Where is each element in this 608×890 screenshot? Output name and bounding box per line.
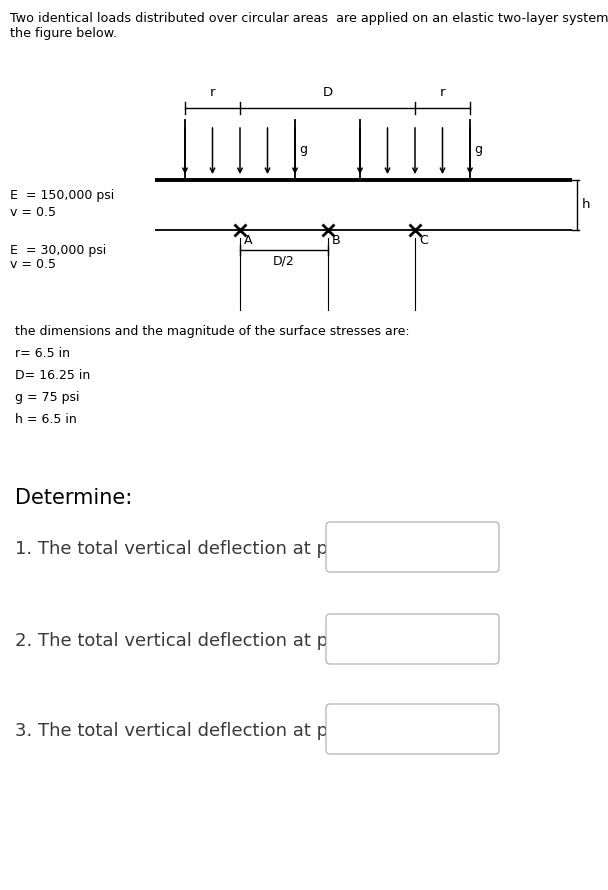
FancyBboxPatch shape — [326, 522, 499, 572]
Text: r= 6.5 in: r= 6.5 in — [15, 347, 70, 360]
Text: 1. The total vertical deflection at point A: 1. The total vertical deflection at poin… — [15, 540, 381, 558]
Text: D/2: D/2 — [273, 254, 295, 267]
Text: 3. The total vertical deflection at point C: 3. The total vertical deflection at poin… — [15, 722, 381, 740]
Text: the figure below.: the figure below. — [10, 27, 117, 40]
Text: h = 6.5 in: h = 6.5 in — [15, 413, 77, 426]
Text: Determine:: Determine: — [15, 488, 133, 508]
Text: v = 0.5: v = 0.5 — [10, 206, 56, 220]
Text: Two identical loads distributed over circular areas  are applied on an elastic t: Two identical loads distributed over cir… — [10, 12, 608, 25]
FancyBboxPatch shape — [326, 704, 499, 754]
Text: h: h — [582, 198, 590, 212]
Text: r: r — [210, 86, 215, 99]
Text: g = 75 psi: g = 75 psi — [15, 391, 80, 404]
Text: B: B — [331, 234, 340, 247]
Text: D= 16.25 in: D= 16.25 in — [15, 369, 90, 382]
Text: E  = 150,000 psi: E = 150,000 psi — [10, 189, 114, 201]
Text: g: g — [299, 143, 307, 157]
FancyBboxPatch shape — [326, 614, 499, 664]
Text: A: A — [244, 234, 252, 247]
Text: C: C — [419, 234, 428, 247]
Text: E  = 30,000 psi: E = 30,000 psi — [10, 244, 106, 257]
Text: D: D — [322, 86, 333, 99]
Text: the dimensions and the magnitude of the surface stresses are:: the dimensions and the magnitude of the … — [15, 325, 410, 338]
Text: v = 0.5: v = 0.5 — [10, 258, 56, 271]
Text: r: r — [440, 86, 445, 99]
Text: 2. The total vertical deflection at point B: 2. The total vertical deflection at poin… — [15, 632, 381, 650]
Text: g: g — [474, 143, 482, 157]
